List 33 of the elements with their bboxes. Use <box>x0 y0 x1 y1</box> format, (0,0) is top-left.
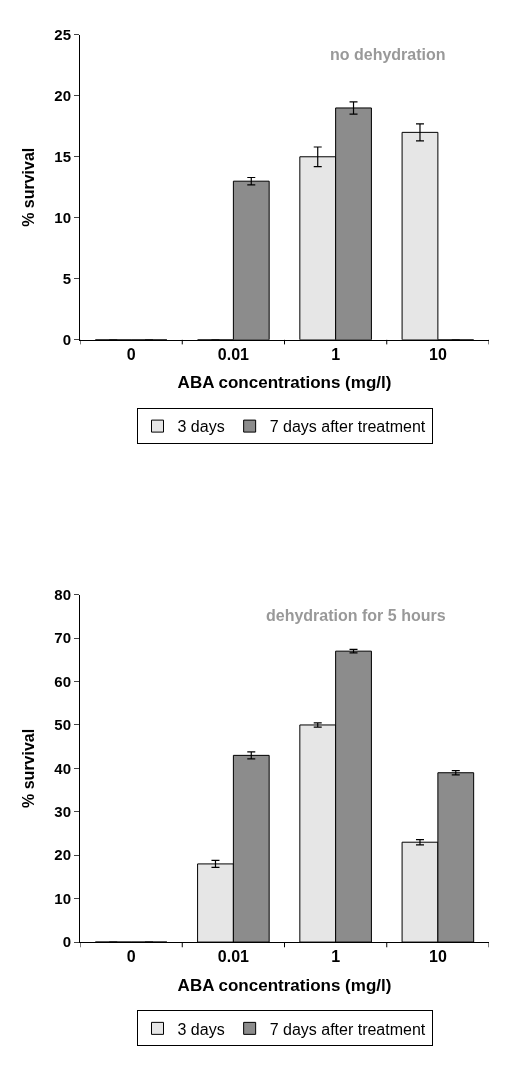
y-tick-label: 10 <box>54 889 71 907</box>
x-tick-label: 10 <box>428 346 447 364</box>
x-tick-label: 0 <box>126 346 136 364</box>
y-axis-title: % survival <box>20 728 38 808</box>
x-tick-label: 0.01 <box>217 948 250 966</box>
y-tick-label: 0 <box>62 331 71 349</box>
x-tick-label: 0 <box>126 948 136 966</box>
y-tick-label: 40 <box>54 759 71 777</box>
x-tick-label: 1 <box>331 948 341 966</box>
x-axis-title: ABA concentrations (mg/l) <box>177 373 392 393</box>
y-tick-label: 25 <box>54 26 71 43</box>
y-tick-label: 20 <box>54 87 71 105</box>
legend-label: 3 days <box>177 1020 225 1038</box>
y-tick-label: 5 <box>62 270 71 288</box>
x-tick-label: 1 <box>331 346 341 364</box>
y-tick-label: 50 <box>54 716 71 734</box>
annotation: dehydration for 5 hours <box>266 607 446 624</box>
x-axis-title: ABA concentrations (mg/l) <box>177 975 392 995</box>
x-tick-label: 10 <box>428 948 447 966</box>
y-axis-title: % survival <box>20 147 38 227</box>
legend-label: 7 days after treatment <box>269 1020 426 1038</box>
annotation: no dehydration <box>330 46 446 63</box>
legend-label: 3 days <box>177 418 225 436</box>
y-tick-label: 15 <box>54 148 71 166</box>
y-tick-label: 60 <box>54 672 71 690</box>
y-tick-label: 80 <box>54 585 71 603</box>
y-tick-label: 10 <box>54 209 71 227</box>
y-tick-label: 30 <box>54 803 71 821</box>
x-tick-label: 0.01 <box>217 346 250 364</box>
y-tick-label: 0 <box>62 933 71 951</box>
y-tick-label: 70 <box>54 629 71 647</box>
legend-label: 7 days after treatment <box>269 418 426 436</box>
y-tick-label: 20 <box>54 846 71 864</box>
